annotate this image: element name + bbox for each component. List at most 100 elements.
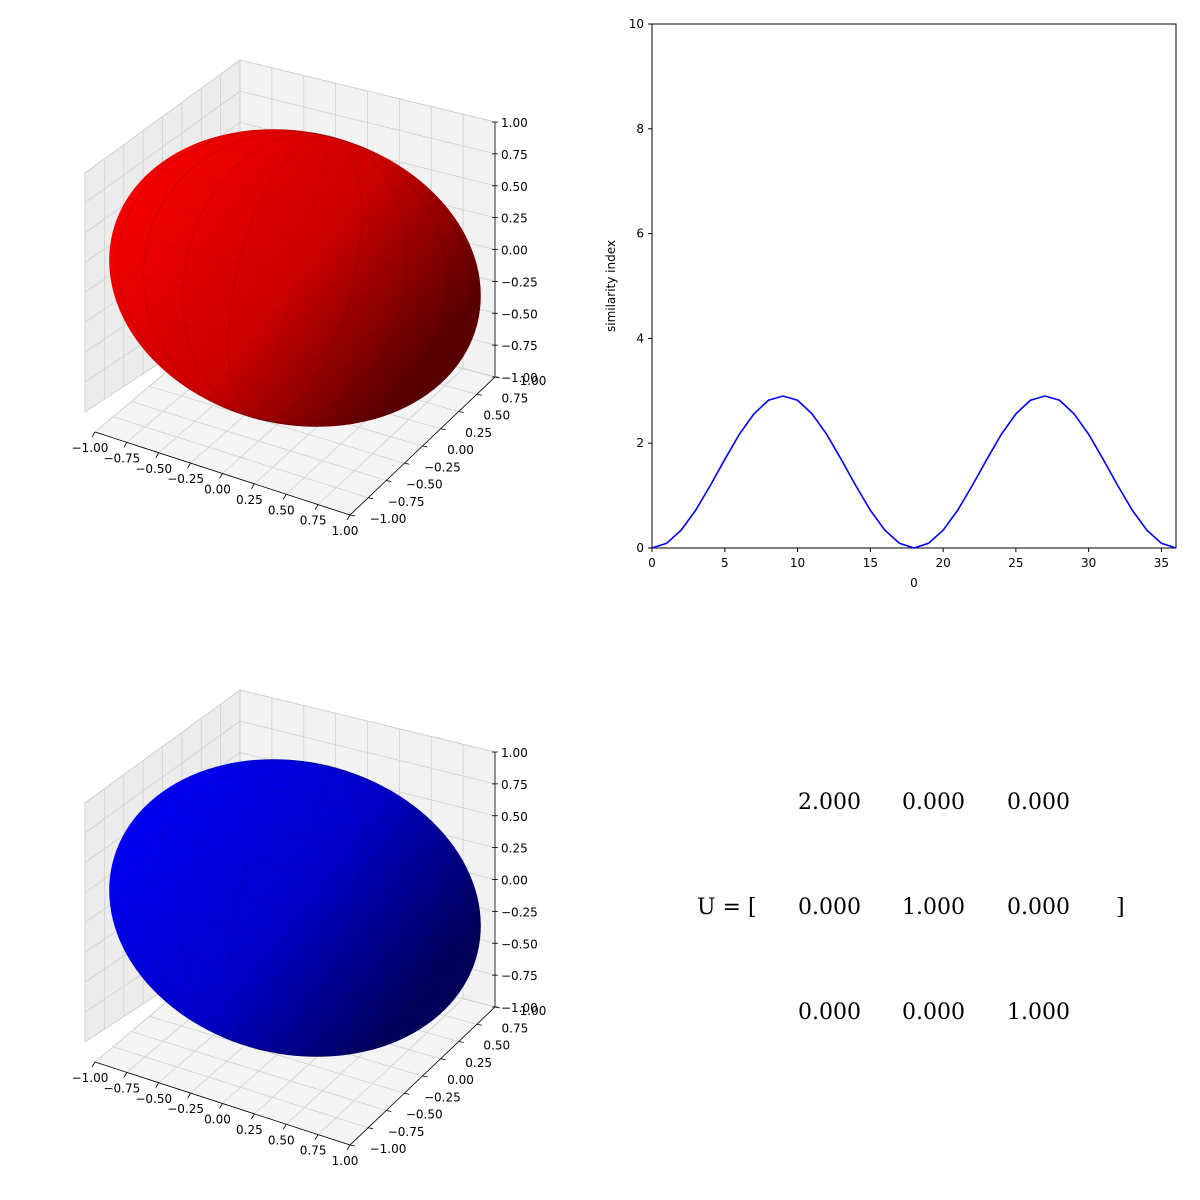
y-tick-mark — [368, 497, 374, 500]
z-tick-label: 0.75 — [501, 778, 528, 792]
x-tick-label: −0.75 — [103, 1081, 140, 1095]
surface-facet — [109, 898, 463, 988]
x-tick-label: 30 — [1081, 556, 1096, 570]
x-tick-mark — [314, 1134, 319, 1140]
y-tick-label: −0.50 — [406, 478, 443, 492]
z-tick-label: −0.25 — [501, 275, 538, 289]
y-tick-label: 2 — [636, 436, 644, 450]
y-tick-label: 1.00 — [520, 374, 547, 388]
x-tick-mark — [251, 483, 255, 490]
y-tick-mark — [440, 428, 446, 431]
x-axis-label: 0 — [910, 576, 918, 590]
series-line — [651, 395, 1177, 549]
x-tick-label: −0.25 — [167, 1102, 204, 1116]
y-tick-label: −0.75 — [388, 1125, 425, 1139]
y-tick-mark — [422, 445, 428, 448]
matrix-cell: 0.000 — [1007, 790, 1070, 815]
z-tick-label: −0.75 — [501, 339, 538, 353]
x-tick-label: 0.25 — [236, 1123, 263, 1137]
z-tick-label: −0.50 — [501, 937, 538, 951]
matrix-cell: 0.000 — [902, 1000, 965, 1025]
plot-frame — [651, 23, 1177, 549]
y-tick-mark — [458, 1041, 464, 1043]
y-tick-label: 0.25 — [465, 426, 492, 440]
ellipsoid-surface — [109, 759, 481, 1057]
x-tick-label: 0.00 — [204, 483, 231, 497]
x-tick-mark — [282, 494, 287, 500]
x-tick-label: 0.75 — [300, 1144, 327, 1158]
x-tick-mark — [251, 1113, 255, 1120]
x-tick-mark — [155, 1082, 160, 1088]
surface-facet — [181, 763, 409, 1053]
surface-facet — [154, 797, 471, 878]
surface-facet — [127, 198, 481, 288]
surface-facet — [142, 131, 448, 425]
y-tick-mark — [349, 514, 356, 517]
x-tick-label: 0.25 — [236, 493, 263, 507]
matrix-cell: 2.000 — [798, 790, 861, 815]
x-tick-mark — [91, 1061, 96, 1068]
z-tick-label: −0.25 — [501, 905, 538, 919]
y-tick-label: 6 — [636, 227, 644, 241]
y-tick-label: 4 — [636, 331, 644, 345]
z-tick-label: −0.50 — [501, 307, 538, 321]
matrix-cell: 1.000 — [902, 895, 965, 920]
x-tick-label: 10 — [790, 556, 805, 570]
x-tick-label: 20 — [935, 556, 950, 570]
y-tick-label: −0.50 — [406, 1108, 443, 1122]
y-tick-label: 1.00 — [520, 1004, 547, 1018]
x-tick-label: −0.50 — [135, 462, 172, 476]
x-tick-label: 35 — [1154, 556, 1169, 570]
matrix-cell: 0.000 — [798, 1000, 861, 1025]
z-tick-label: 0.75 — [501, 148, 528, 162]
y-tick-label: 0.50 — [483, 1039, 510, 1053]
x-tick-label: 5 — [721, 556, 729, 570]
x-tick-mark — [346, 1144, 351, 1151]
z-tick-label: −1.00 — [501, 1001, 538, 1015]
surface-facet — [154, 167, 471, 248]
grid-line — [317, 998, 464, 1135]
surface-facet — [147, 983, 390, 1045]
y-tick-label: 0.25 — [465, 1056, 492, 1070]
x-tick-mark — [123, 442, 128, 448]
surface-facet — [227, 135, 363, 421]
x-tick-label: −0.50 — [135, 1092, 172, 1106]
y-tick-mark — [404, 462, 410, 465]
matrix-cell: 0.000 — [798, 895, 861, 920]
y-tick-mark — [440, 1058, 446, 1061]
y-tick-label: 0 — [636, 541, 644, 555]
x-tick-mark — [219, 473, 223, 479]
y-tick-label: 10 — [629, 17, 644, 31]
x-tick-mark — [123, 1072, 128, 1078]
x-tick-label: 0.50 — [268, 1133, 295, 1147]
z-tick-label: 0.50 — [501, 180, 528, 194]
x-tick-label: −1.00 — [72, 441, 109, 455]
surface-facet — [200, 771, 443, 833]
surface-facet — [119, 938, 436, 1019]
y-tick-mark — [386, 480, 392, 482]
y-tick-mark — [368, 1127, 374, 1130]
y-tick-mark — [476, 1023, 482, 1026]
y-tick-mark — [422, 1075, 428, 1078]
x-tick-label: −1.00 — [72, 1071, 109, 1085]
x-tick-mark — [346, 514, 351, 521]
similarity-line-plot: 0 5 10 15 20 25 30 35 0 2 4 6 8 10 0 similarity index — [604, 17, 1177, 590]
ellipsoid-plot-red: −1.00 −0.75 −0.50 −0.25 0.00 0.25 0.50 0.75 1.00… — [72, 59, 547, 538]
surface-facet — [112, 862, 478, 954]
x-tick-label: 0.50 — [268, 503, 295, 517]
y-tick-label: 0.00 — [447, 443, 474, 457]
grid-line — [317, 368, 464, 505]
x-tick-label: 0.00 — [204, 1113, 231, 1127]
x-tick-mark — [187, 1092, 191, 1099]
surface-facet — [119, 308, 436, 389]
y-tick-label: 0.50 — [483, 409, 510, 423]
z-tick-label: 1.00 — [501, 116, 528, 130]
surface-facet — [117, 759, 473, 1057]
surface-facet — [142, 761, 448, 1055]
surface-facet — [127, 828, 481, 918]
z-tick-label: 0.25 — [501, 212, 528, 226]
y-tick-label: −0.25 — [424, 1090, 461, 1104]
ellipsoid-plot-blue: −1.00−0.75−0.50−0.250.000.250.500.751.00… — [72, 689, 547, 1168]
y-tick-label: 0.75 — [502, 391, 529, 405]
surface-facet — [181, 133, 409, 423]
